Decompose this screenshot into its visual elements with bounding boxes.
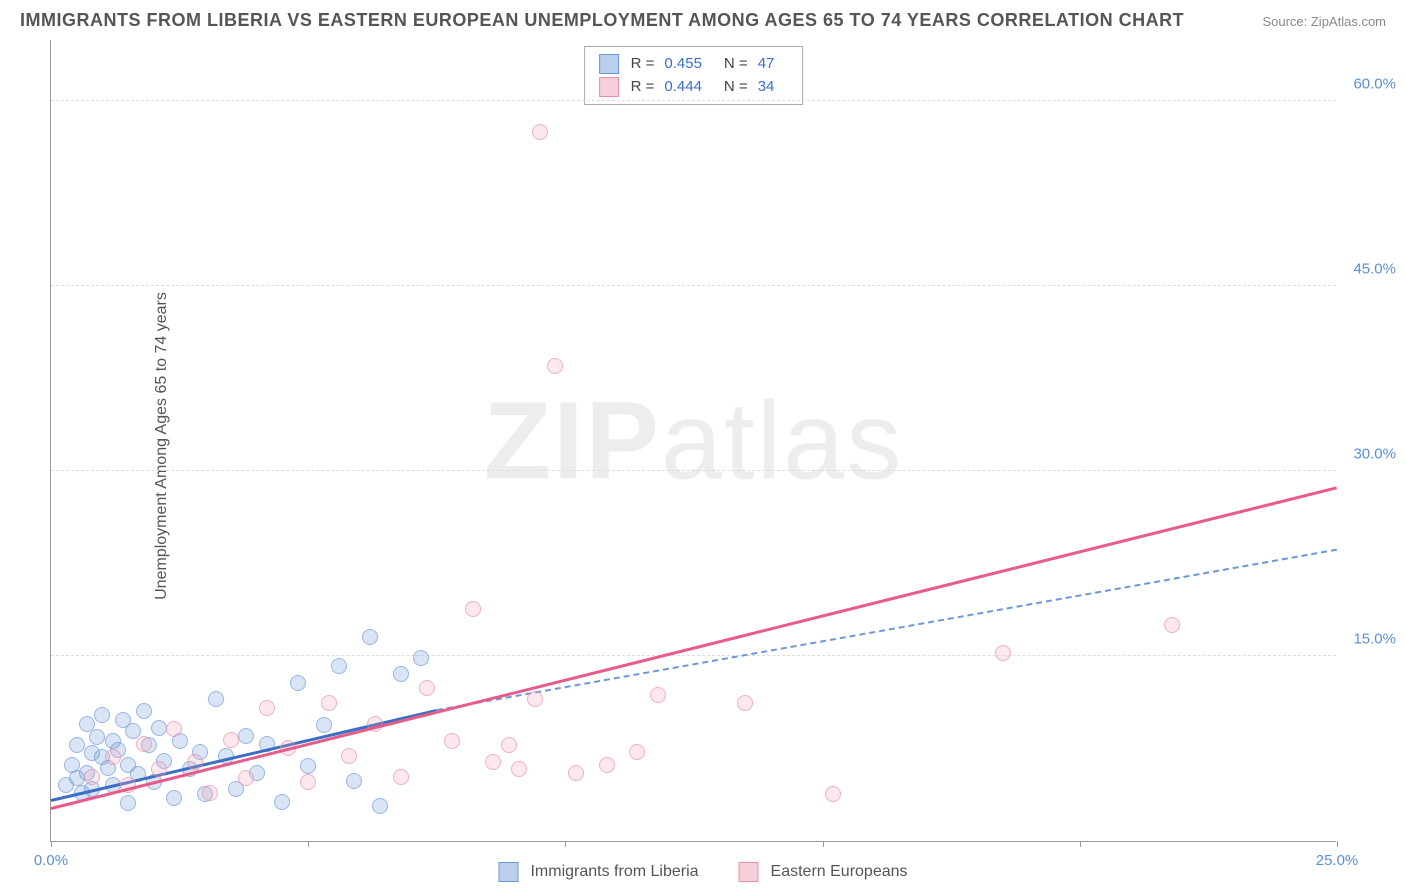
- gridline: [51, 470, 1336, 471]
- scatter-point: [120, 795, 136, 811]
- scatter-point: [341, 748, 357, 764]
- gridline: [51, 285, 1336, 286]
- x-tick: [823, 841, 824, 847]
- scatter-point: [1164, 617, 1180, 633]
- scatter-point: [532, 124, 548, 140]
- scatter-point: [94, 707, 110, 723]
- legend-n-label: N =: [724, 53, 748, 76]
- legend-swatch: [599, 77, 619, 97]
- x-tick: [1337, 841, 1338, 847]
- scatter-point: [419, 680, 435, 696]
- scatter-point: [300, 774, 316, 790]
- chart-title: IMMIGRANTS FROM LIBERIA VS EASTERN EUROP…: [20, 10, 1184, 31]
- scatter-point: [89, 729, 105, 745]
- trend-line: [51, 486, 1338, 810]
- legend-label: Immigrants from Liberia: [530, 863, 698, 881]
- gridline: [51, 655, 1336, 656]
- scatter-point: [274, 794, 290, 810]
- y-tick-label: 45.0%: [1353, 260, 1396, 277]
- legend-r-label: R =: [631, 76, 655, 99]
- scatter-point: [413, 650, 429, 666]
- scatter-point: [346, 773, 362, 789]
- plot-area: ZIPatlas R = 0.455N = 47R = 0.444N = 34 …: [50, 40, 1336, 842]
- scatter-point: [485, 754, 501, 770]
- scatter-point: [527, 691, 543, 707]
- scatter-point: [238, 728, 254, 744]
- scatter-point: [568, 765, 584, 781]
- scatter-point: [372, 798, 388, 814]
- legend-r-value: 0.455: [664, 53, 702, 76]
- scatter-point: [202, 785, 218, 801]
- legend-n-label: N =: [724, 76, 748, 99]
- scatter-point: [547, 358, 563, 374]
- scatter-point: [238, 770, 254, 786]
- legend-swatch: [498, 862, 518, 882]
- scatter-point: [995, 645, 1011, 661]
- x-tick: [308, 841, 309, 847]
- x-tick: [51, 841, 52, 847]
- scatter-point: [331, 658, 347, 674]
- scatter-point: [737, 695, 753, 711]
- scatter-point: [187, 754, 203, 770]
- scatter-point: [223, 732, 239, 748]
- scatter-point: [501, 737, 517, 753]
- y-tick-label: 30.0%: [1353, 445, 1396, 462]
- scatter-point: [259, 700, 275, 716]
- scatter-point: [105, 749, 121, 765]
- scatter-point: [166, 790, 182, 806]
- scatter-point: [629, 744, 645, 760]
- scatter-point: [208, 691, 224, 707]
- legend-row: R = 0.455 N = 47: [599, 53, 789, 76]
- x-tick: [565, 841, 566, 847]
- y-tick-label: 60.0%: [1353, 75, 1396, 92]
- legend-r-label: R =: [631, 53, 655, 76]
- scatter-point: [316, 717, 332, 733]
- scatter-point: [362, 629, 378, 645]
- legend-r-value: 0.444: [664, 76, 702, 99]
- trend-line: [437, 549, 1338, 711]
- y-tick-label: 15.0%: [1353, 630, 1396, 647]
- scatter-point: [290, 675, 306, 691]
- scatter-point: [393, 769, 409, 785]
- scatter-point: [84, 769, 100, 785]
- scatter-point: [300, 758, 316, 774]
- series-legend: Immigrants from Liberia Eastern Europeans: [498, 862, 907, 882]
- scatter-point: [321, 695, 337, 711]
- x-tick-label: 0.0%: [34, 852, 68, 869]
- scatter-point: [599, 757, 615, 773]
- scatter-point: [136, 703, 152, 719]
- x-tick: [1080, 841, 1081, 847]
- legend-item: Eastern Europeans: [739, 862, 908, 882]
- scatter-point: [650, 687, 666, 703]
- legend-n-value: 34: [758, 76, 775, 99]
- scatter-point: [393, 666, 409, 682]
- legend-swatch: [739, 862, 759, 882]
- scatter-point: [151, 761, 167, 777]
- scatter-point: [166, 721, 182, 737]
- scatter-point: [136, 736, 152, 752]
- scatter-point: [825, 786, 841, 802]
- gridline: [51, 100, 1336, 101]
- scatter-point: [465, 601, 481, 617]
- source-label: Source: ZipAtlas.com: [1262, 14, 1386, 29]
- legend-row: R = 0.444 N = 34: [599, 76, 789, 99]
- legend-item: Immigrants from Liberia: [498, 862, 698, 882]
- legend-n-value: 47: [758, 53, 775, 76]
- correlation-legend: R = 0.455 N = 47 R = 0.444 N = 34: [584, 46, 804, 105]
- watermark: ZIPatlas: [484, 377, 903, 504]
- legend-swatch: [599, 54, 619, 74]
- scatter-point: [151, 720, 167, 736]
- scatter-point: [444, 733, 460, 749]
- x-tick-label: 25.0%: [1316, 852, 1359, 869]
- scatter-point: [511, 761, 527, 777]
- scatter-point: [69, 737, 85, 753]
- legend-label: Eastern Europeans: [771, 863, 908, 881]
